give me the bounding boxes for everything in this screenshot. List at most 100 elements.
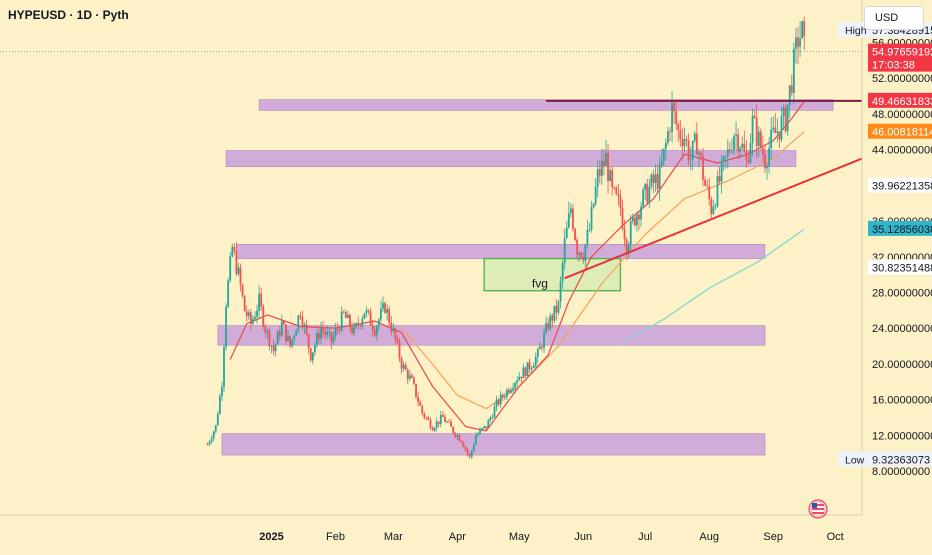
candle [702,147,704,187]
x-tick-label: Feb [326,531,345,543]
candle-body [677,124,680,130]
candle [691,140,694,171]
candle [287,329,289,343]
candle-body [753,115,756,118]
candle [357,316,360,330]
candle-body [743,143,746,152]
candle-body [291,339,294,347]
candle [485,426,488,431]
price-label-text: 9.32363073 [872,454,930,466]
candle-body [710,199,713,214]
candle [297,314,300,334]
candle [218,393,221,415]
candle [320,321,322,344]
candle-body [309,348,312,361]
candle-body [390,322,393,332]
candle [623,219,626,247]
candle-body [716,176,719,206]
candle [629,215,632,251]
candle [512,382,514,394]
candle [704,176,706,187]
candle [466,447,469,457]
candle-body [605,153,607,166]
candle-body [675,111,678,125]
candle [598,160,601,184]
candle [778,131,781,148]
candle [543,328,545,353]
candle [446,420,448,424]
candle [557,299,560,316]
candle [774,113,777,134]
candle [555,298,558,321]
candle-body [214,425,217,432]
candle-body [615,187,618,194]
candle-body [580,252,583,258]
candle-body [584,244,587,261]
candle [654,163,657,192]
candle [435,417,438,432]
price-axis[interactable]: 8.00000000 12.00000000 16.00000000 20.00000… [861,0,932,550]
candle [755,104,758,159]
candle-body [679,129,682,140]
currency-button[interactable]: USD [864,6,924,30]
candle-body [759,131,762,148]
candle [743,130,746,153]
ma-slow-line [622,228,805,343]
candle [801,20,804,39]
candle-body [361,318,364,326]
candle [619,189,622,217]
candle [541,344,543,352]
candle [233,243,236,255]
candle [384,301,386,314]
candle-body [369,311,372,326]
y-tick-label: 48.00000000 [872,109,932,121]
candle-body [660,161,663,166]
candle [301,310,304,331]
candle-body [772,127,775,130]
candle [487,418,490,429]
candle-body [497,399,500,405]
price-label-low: Low 9.32363073 [838,451,932,467]
price-label-text: 54.97659192 [872,47,932,59]
price-label-plain: 39.96221358 [868,177,932,193]
candle [346,310,349,319]
candle-body [235,251,238,274]
candle-body [392,328,395,332]
candle-body [755,117,758,147]
candle [613,186,616,191]
candle-body [764,154,766,169]
candle-body [210,438,213,442]
candle-body [640,206,642,220]
candle [737,128,740,160]
candle-body [446,421,448,423]
candle-body [423,413,426,418]
candle [456,433,459,441]
candle [361,315,364,330]
candle-body [410,375,413,378]
time-axis[interactable]: 2025 Feb Mar Apr May Jun Jul Aug Sep Oct [0,514,862,543]
price-label-bg [868,259,932,275]
candle-body [439,415,442,424]
candle-body [549,315,552,329]
candle [749,133,752,165]
candle [712,199,715,216]
candle [491,414,494,420]
candle-body [673,103,676,112]
candle-body [285,324,287,342]
candle [214,424,217,434]
candle-body [534,356,537,366]
candle-body [470,450,473,457]
candle [569,203,572,218]
candle [460,440,463,444]
y-tick-label: 24.00000000 [872,323,932,335]
candle-body [799,38,801,47]
candle-body [702,156,704,180]
candle-body [313,345,316,353]
candle-body [524,367,527,377]
candle-body [526,362,529,377]
zone-2 [236,244,766,259]
candle-body [576,240,578,255]
candle [572,204,574,232]
